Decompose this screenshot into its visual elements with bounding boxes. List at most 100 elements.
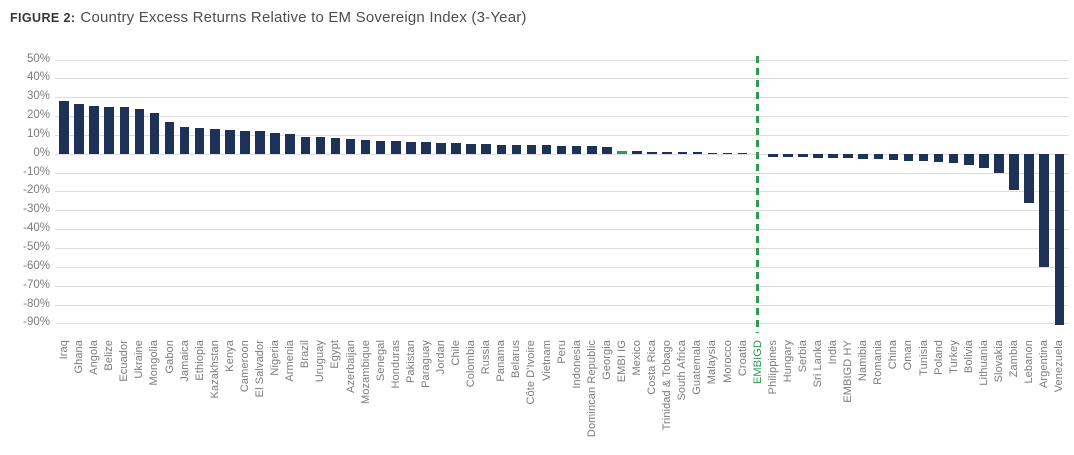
x-label-guatemala: Guatemala [691, 340, 704, 395]
x-label-mexico: Mexico [631, 340, 644, 376]
x-label-ghana: Ghana [73, 340, 86, 374]
bar-jamaica [179, 127, 190, 154]
bar-india [828, 153, 838, 158]
x-label-tunisia: Tunisia [917, 340, 930, 376]
bar-jordan [436, 142, 446, 154]
chart-header: FIGURE 2: Country Excess Returns Relative… [10, 9, 527, 27]
x-label-egypt: Egypt [329, 340, 342, 369]
x-label-honduras: Honduras [389, 340, 402, 389]
x-label-south-africa: South Africa [676, 340, 689, 401]
bar-georgia [602, 146, 612, 154]
bar-philippines [768, 153, 778, 157]
x-label-panama: Panama [495, 340, 508, 382]
y-tick-label: -20% [23, 184, 50, 197]
x-label-uruguay: Uruguay [314, 340, 327, 383]
bar-china [888, 153, 899, 160]
x-label-lithuania: Lithuania [977, 340, 990, 386]
x-label-pakistan: Pakistan [404, 340, 417, 383]
x-label-peru: Peru [555, 340, 568, 364]
bar-sri-lanka [813, 153, 823, 158]
bar-pakistan [406, 141, 416, 154]
bar-egypt [330, 137, 341, 154]
x-label-jordan: Jordan [435, 340, 447, 375]
gridline-40% [55, 78, 1069, 80]
gridline-20% [55, 116, 1069, 118]
bar-tunisia [918, 153, 929, 162]
bar-trinidad-tobago [662, 152, 672, 154]
x-label-ethiopia: Ethiopia [193, 340, 206, 381]
x-label-romania: Romania [872, 340, 885, 385]
x-label-oman: Oman [902, 340, 915, 371]
bar-belize [104, 106, 114, 154]
bar-ecuador [119, 106, 130, 154]
x-label-jamaica: Jamaica [178, 340, 191, 382]
gridline--10% [55, 172, 1069, 174]
x-label-embigd-hy: EMBIGD HY [842, 340, 855, 403]
x-label-vietnam: Vietnam [540, 340, 553, 381]
bar-honduras [391, 141, 401, 154]
bar-ukraine [134, 108, 145, 154]
x-label-trinidad-tobago: Trinidad & Tobago [661, 340, 674, 431]
bar-azerbaijan [345, 138, 356, 154]
x-label-slovakia: Slovakia [992, 340, 1005, 383]
gridline--20% [55, 191, 1069, 193]
x-label-mongolia: Mongolia [148, 340, 161, 386]
x-label-kazakhstan: Kazakhstan [208, 340, 221, 399]
x-label-philippines: Philippines [766, 340, 779, 395]
gridline--60% [55, 266, 1069, 268]
y-tick-label: 10% [26, 127, 50, 140]
x-label-zambia: Zambia [1008, 340, 1021, 378]
bar-turkey [948, 153, 959, 164]
bar-poland [933, 153, 944, 163]
gridline--50% [55, 248, 1069, 249]
x-label-venezuela: Venezuela [1053, 340, 1066, 393]
x-label-china: China [887, 340, 900, 370]
y-tick-label: -60% [23, 259, 50, 272]
x-label-c-te-d-ivoire: Côte D'Ivoire [525, 340, 538, 405]
x-label-iraq: Iraq [58, 340, 70, 360]
gridline-30% [55, 97, 1069, 99]
bar-peru [556, 145, 567, 154]
x-label-ukraine: Ukraine [133, 340, 146, 379]
bar-senegal [375, 140, 386, 154]
x-label-belarus: Belarus [510, 340, 523, 378]
y-tick-label: -80% [23, 297, 50, 310]
y-tick-label: 20% [26, 109, 50, 122]
x-label-hungary: Hungary [781, 340, 794, 383]
bar-lithuania [979, 153, 989, 168]
x-label-nigeria: Nigeria [269, 340, 282, 376]
bar-russia [481, 144, 491, 154]
gridline--30% [55, 210, 1069, 212]
x-label-ecuador: Ecuador [118, 340, 131, 382]
x-label-armenia: Armenia [284, 340, 297, 382]
gridline--70% [55, 285, 1069, 287]
x-label-brazil: Brazil [299, 340, 312, 369]
bar-kenya [225, 130, 235, 154]
x-label-india: India [827, 340, 840, 365]
bar-indonesia [571, 146, 582, 154]
x-label-chile: Chile [450, 340, 463, 366]
y-tick-label: -10% [23, 165, 50, 178]
bar-chile [451, 143, 461, 154]
x-label-malaysia: Malaysia [706, 340, 719, 385]
gridline--40% [55, 229, 1069, 231]
bar-belarus [511, 144, 522, 154]
gridline--80% [55, 304, 1069, 306]
y-tick-label: 50% [26, 52, 50, 65]
gridline-50% [55, 59, 1069, 61]
bar-nigeria [270, 133, 280, 154]
bar-zambia [1009, 153, 1019, 190]
x-label-cameroon: Cameroon [238, 340, 251, 393]
x-label-senegal: Senegal [374, 340, 387, 382]
x-label-embi-ig: EMBI IG [615, 340, 628, 383]
bar-mozambique [360, 139, 371, 154]
bar-iraq [59, 100, 69, 154]
bar-paraguay [421, 142, 431, 154]
y-tick-label: -50% [23, 241, 50, 253]
x-label-lebanon: Lebanon [1023, 340, 1036, 384]
x-label-sri-lanka: Sri Lanka [812, 340, 824, 388]
y-tick-label: -40% [23, 222, 50, 235]
x-label-indonesia: Indonesia [570, 340, 583, 389]
bar-domincan-republic [587, 146, 597, 154]
x-label-georgia: Georgia [600, 340, 613, 380]
